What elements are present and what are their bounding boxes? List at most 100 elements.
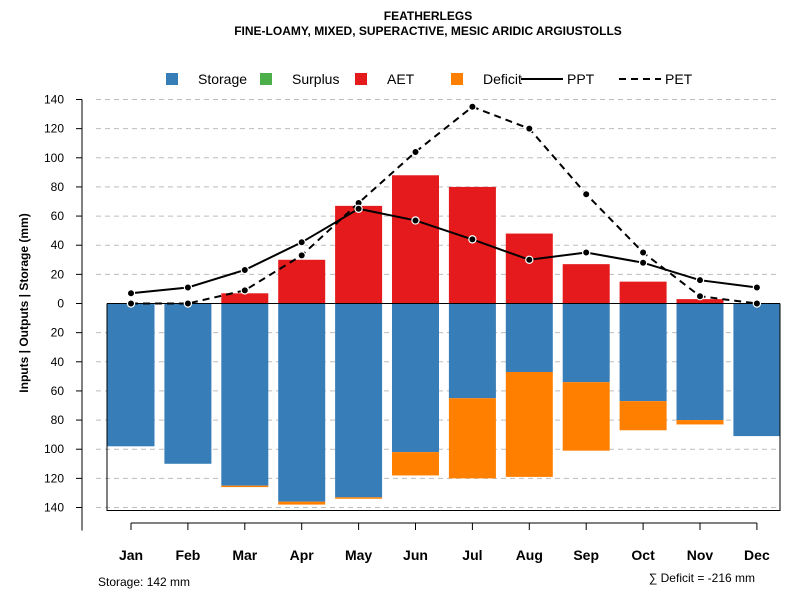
y-tick-label: 80 [51,413,65,427]
pet-line [131,105,758,305]
pet-point [297,251,306,260]
x-tick-label: Jan [119,547,143,563]
pet-point [695,292,705,301]
x-tick-label: Mar [232,547,257,563]
y-axis-title: Inputs | Outputs | Storage (mm) [17,213,31,392]
legend-label-pet: PET [665,71,693,87]
legend-swatch-surplus [260,73,272,85]
y-tick-label: 60 [51,209,65,223]
ppt-point [695,275,705,285]
storage-bar [505,303,553,372]
deficit-bar [619,401,667,431]
y-tick-label: 140 [44,501,64,515]
aet-bar [676,299,724,304]
legend-label-aet: AET [387,71,415,87]
deficit-bar [335,497,383,499]
legend-label-deficit: Deficit [483,71,522,87]
aet-bar [278,259,326,304]
y-tick-label: 100 [44,151,64,165]
ppt-point [525,255,534,264]
aet-bar [505,233,553,304]
pet-point [183,299,193,308]
ppt-point [183,283,193,292]
deficit-bar [221,485,269,488]
pet-point [638,248,648,257]
legend-swatch-deficit [451,73,463,85]
x-tick-label: May [345,547,372,563]
x-tick-label: Feb [175,547,200,563]
plot-box [106,303,781,511]
ppt-point [752,283,762,292]
storage-bar [392,303,439,453]
y-tick-label: 40 [51,238,65,252]
y-tick-label: 80 [51,180,65,194]
y-tick-label: 60 [51,384,65,398]
legend-swatch-storage [166,73,178,85]
deficit-bar [448,398,496,479]
legend-label-surplus: Surplus [292,71,339,87]
y-tick-label: 20 [51,267,65,281]
storage-bar [619,303,667,402]
legend: Storage Surplus AET Deficit PPT PET [166,71,693,87]
x-tick-label: Aug [516,547,543,563]
pet-point [126,299,136,308]
pet-point [240,286,249,295]
y-tick-label: 20 [51,326,65,340]
y-tick-label: 100 [44,442,64,456]
x-tick-label: Jul [462,547,482,563]
pet-point [411,147,420,157]
x-axis: Jan Feb Mar Apr May Jun Jul Aug Sep Oct Nov Dec [119,522,770,563]
x-tick-label: Jun [403,547,428,563]
ppt-point [126,289,136,298]
storage-bar [164,303,212,464]
storage-bar [335,303,383,498]
pet-point [582,190,591,199]
chart-title: FEATHERLEGS [384,9,472,23]
aet-bar [562,264,610,304]
y-tick-label: 140 [44,93,64,107]
chart-subtitle: FINE-LOAMY, MIXED, SUPERACTIVE, MESIC AR… [234,24,622,38]
pet-point [752,299,762,308]
storage-bar [562,303,610,383]
x-tick-label: Sep [573,547,599,563]
deficit-bar [562,382,610,451]
ppt-point [297,238,306,247]
lines [126,102,762,308]
deficit-bar [392,452,439,476]
aet-bar [392,175,439,304]
legend-label-storage: Storage [198,71,247,87]
storage-bar [107,303,155,447]
ppt-point [240,265,249,275]
ppt-point [638,258,648,267]
pet-point [468,102,477,111]
bars [107,175,781,505]
aet-bar [335,205,383,304]
ppt-point [411,216,420,225]
aet-bar [221,293,269,304]
y-tick-label: 0 [57,297,64,311]
pet-point [525,124,534,133]
legend-label-ppt: PPT [567,71,595,87]
deficit-bar [676,420,724,425]
storage-bar [221,303,269,486]
aet-bar [619,281,667,304]
ppt-point [468,235,477,244]
storage-bar [278,303,326,502]
x-tick-label: Nov [687,547,714,563]
ppt-point [354,204,363,213]
storage-capacity-box [106,303,781,511]
storage-bar [676,303,724,421]
deficit-note: ∑ Deficit = -216 mm [649,571,755,585]
legend-swatch-aet [355,73,367,85]
ppt-line [130,207,758,295]
y-tick-label: 120 [44,471,64,485]
y-tick-label: 120 [44,122,64,136]
x-tick-label: Dec [744,547,770,563]
y-axis: 140 120 100 80 60 40 20 0 20 40 60 80 100 120 140 [44,93,83,531]
deficit-bar [278,501,326,505]
x-tick-label: Oct [631,547,655,563]
storage-bar [733,303,781,437]
y-tick-label: 40 [51,355,65,369]
deficit-bar [505,371,553,477]
